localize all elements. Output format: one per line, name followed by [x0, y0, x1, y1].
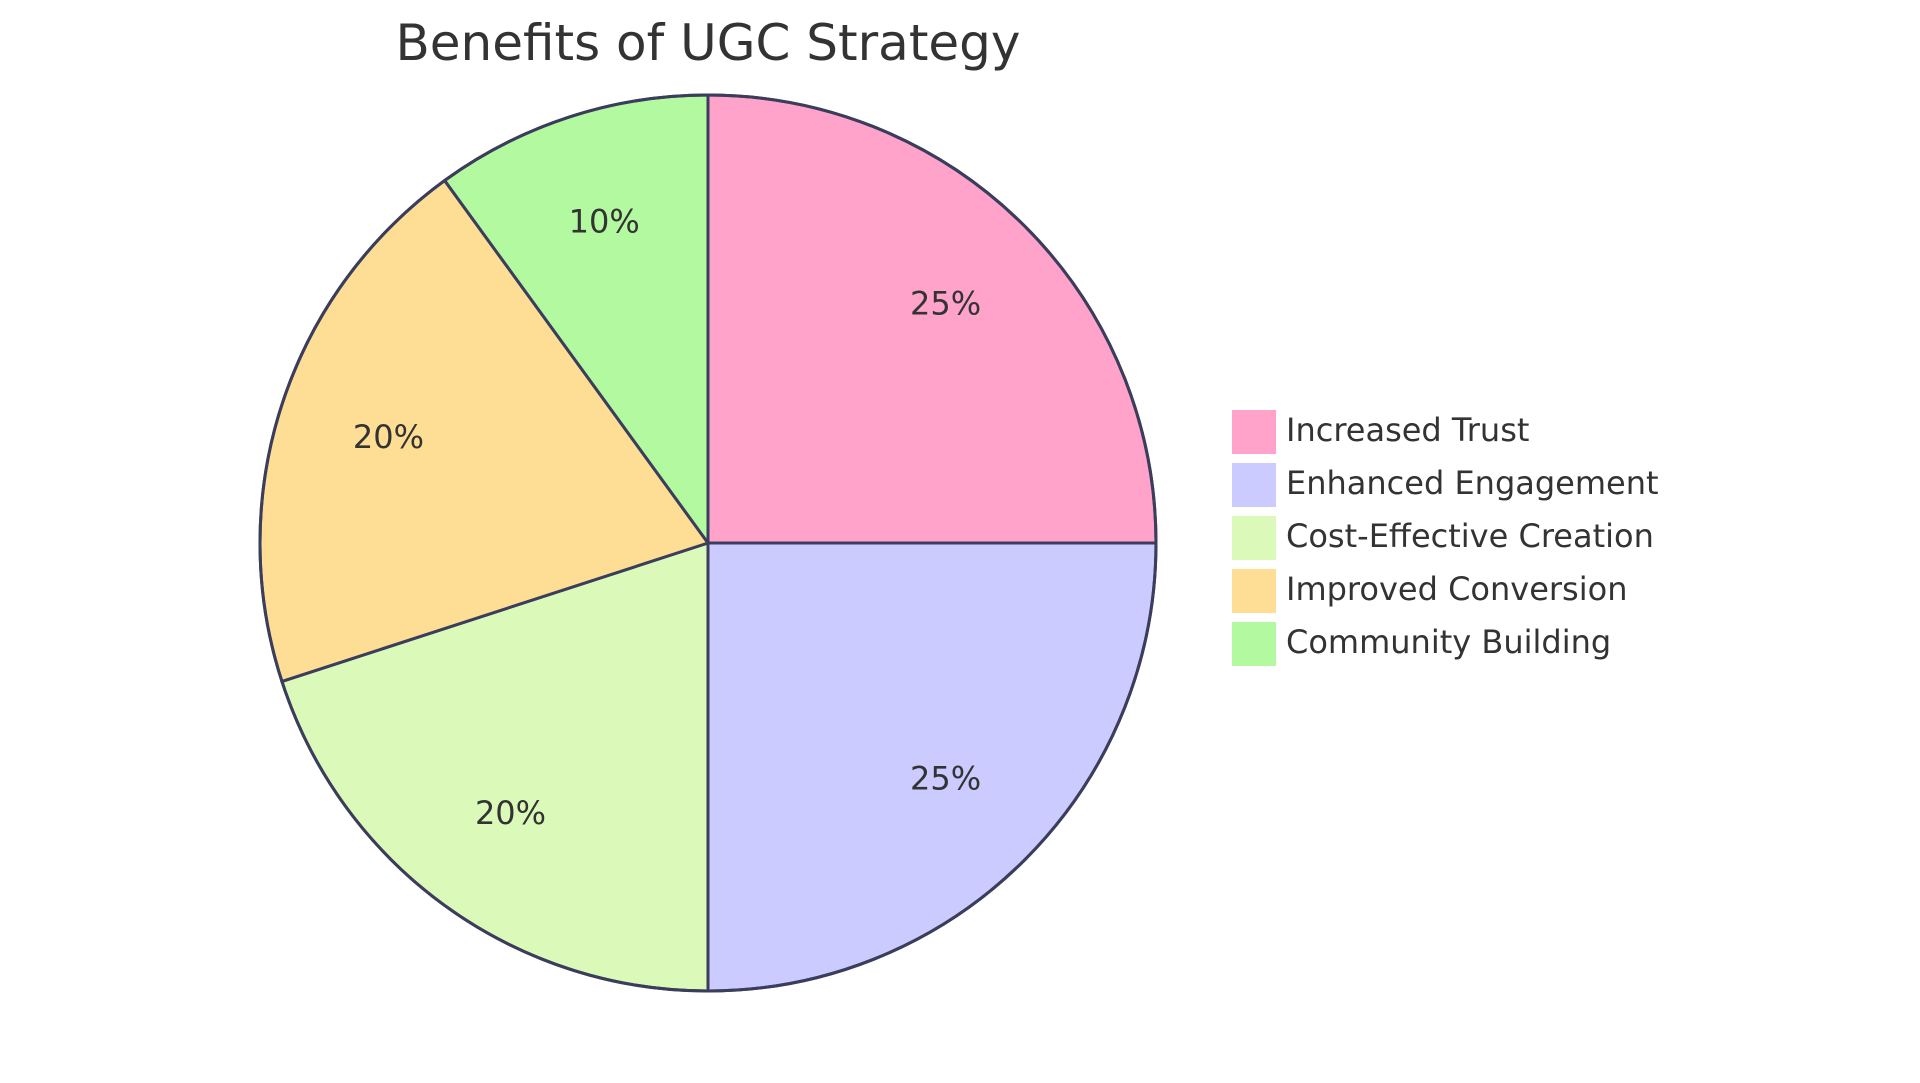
legend-swatch [1232, 410, 1276, 454]
legend-label: Improved Conversion [1286, 570, 1627, 608]
legend: Increased Trust Enhanced Engagement Cost-E… [1232, 410, 1659, 666]
legend-swatch [1232, 463, 1276, 507]
legend-label: Enhanced Engagement [1286, 464, 1659, 502]
chart-title: Benefits of UGC Strategy [395, 14, 1020, 72]
legend-swatch [1232, 569, 1276, 613]
legend-label: Cost-Effective Creation [1286, 517, 1654, 555]
slice-percent-label: 20% [475, 794, 546, 832]
slice-percent-label: 25% [910, 284, 981, 322]
slice-percent-label: 10% [569, 202, 640, 240]
legend-label: Increased Trust [1286, 411, 1529, 449]
legend-swatch [1232, 622, 1276, 666]
slice-percent-label: 25% [910, 760, 981, 798]
slice-percent-label: 20% [353, 418, 424, 456]
slice-labels: 25% 25% 20% 20% 10% [353, 202, 981, 831]
pie-slices [258, 93, 1158, 993]
pie-outline [258, 93, 1158, 993]
legend-swatch [1232, 516, 1276, 560]
legend-label: Community Building [1286, 623, 1611, 661]
